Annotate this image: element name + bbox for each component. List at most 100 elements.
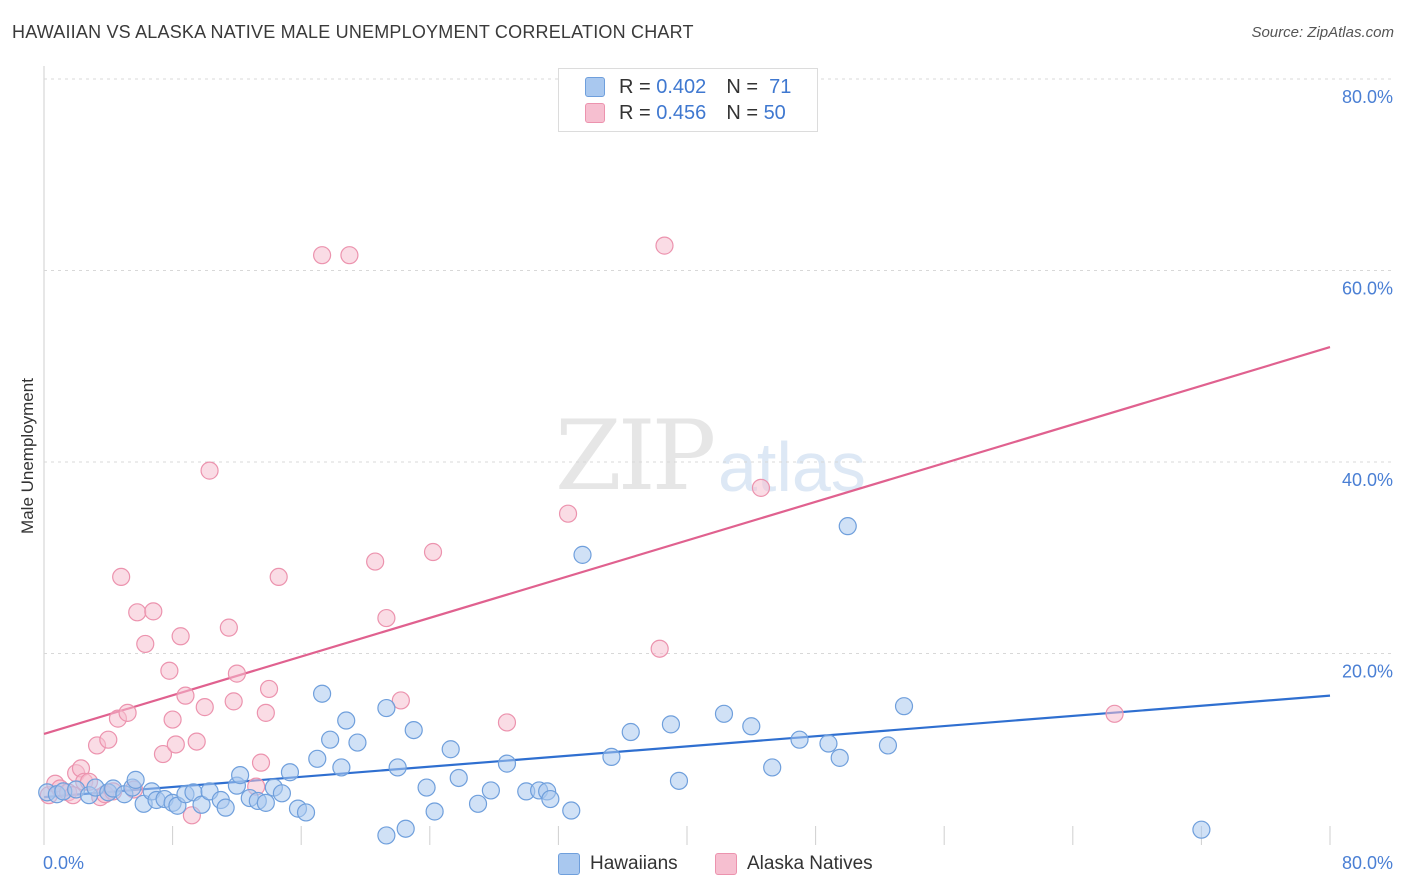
alaska-native-point	[136, 634, 155, 654]
alaska-native-point	[366, 552, 385, 571]
alaska-native-point	[391, 691, 410, 710]
hawaiian-point	[714, 704, 734, 723]
alaska-native-point	[259, 679, 279, 699]
hawaiian-point	[481, 781, 500, 800]
alaska-native-point	[340, 246, 359, 265]
watermark-zip: ZIP	[555, 400, 716, 512]
hawaiian-point	[819, 734, 838, 753]
hawaiian-point	[763, 758, 782, 777]
alaska-native-point	[377, 608, 396, 628]
alaska-native-point	[153, 744, 173, 764]
hawaiian-point	[216, 798, 235, 817]
alaska-native-point	[312, 246, 332, 265]
alaska-native-point	[256, 703, 275, 722]
alaska-native-point	[269, 567, 288, 587]
alaska-natives-trendline	[43, 346, 1331, 735]
hawaiian-point	[541, 789, 560, 809]
hawaiians-legend-label: Hawaiians	[590, 853, 678, 874]
hawaiian-point	[396, 819, 415, 838]
hawaiian-point	[312, 684, 332, 703]
hawaiian-point	[280, 763, 300, 782]
chart-title: HAWAIIAN VS ALASKA NATIVE MALE UNEMPLOYM…	[12, 22, 694, 42]
n-label: N =	[726, 75, 758, 98]
hawaiian-point	[602, 747, 621, 767]
alaska-native-point	[1105, 704, 1124, 723]
hawaiian-point	[878, 736, 898, 755]
hawaiian-point	[1192, 820, 1211, 839]
hawaiian-point	[790, 730, 809, 749]
hawaiian-point	[332, 758, 351, 777]
tick-labels: 20.0% 40.0% 60.0% 80.0% 0.0% 80.0%	[43, 87, 1393, 873]
hawaiian-point	[321, 730, 340, 749]
hawaiian-point	[573, 545, 592, 564]
hawaiian-point	[126, 770, 145, 789]
alaska-native-point	[497, 713, 517, 732]
hawaiian-point	[497, 754, 517, 773]
legend-row-hawaiians: R = 0.402 N = 71	[585, 75, 791, 99]
legend-row-alaska: R = 0.456 N = 50	[585, 101, 786, 125]
hawaiian-point	[742, 717, 761, 736]
hawaiian-point	[272, 784, 292, 803]
r-label: R =	[619, 75, 651, 98]
alaska-native-point	[166, 735, 185, 754]
y-tick-label: 80.0%	[1342, 87, 1393, 107]
alaska-native-point	[144, 602, 163, 621]
alaska-native-point	[200, 461, 219, 480]
hawaiian-point	[231, 766, 250, 785]
hawaiian-point	[661, 715, 681, 734]
hawaiians-r-value: 0.402	[656, 75, 707, 98]
alaska-native-point	[163, 710, 182, 729]
hawaiians-n-value: 71	[769, 75, 792, 98]
y-tick-label: 40.0%	[1342, 470, 1393, 490]
hawaiian-point	[441, 740, 460, 759]
hawaiian-point	[377, 826, 396, 845]
hawaiian-point	[830, 748, 849, 767]
hawaiians-swatch	[585, 77, 605, 97]
alaska-legend-swatch	[715, 853, 737, 875]
hawaiians-legend-swatch	[558, 853, 580, 875]
alaska-native-point	[195, 698, 214, 717]
bottom-legend-hawaiians: Hawaiians	[558, 852, 678, 876]
alaska-legend-label: Alaska Natives	[747, 853, 873, 874]
hawaiian-point	[337, 711, 356, 730]
hawaiian-point	[838, 517, 857, 536]
hawaiian-point	[425, 802, 444, 821]
alaska-native-point	[655, 236, 674, 255]
y-tick-label: 60.0%	[1342, 279, 1393, 299]
alaska-r-value: 0.456	[656, 101, 707, 124]
hawaiian-point	[417, 778, 436, 797]
alaska-native-point	[160, 661, 179, 680]
hawaiian-point	[192, 795, 211, 814]
hawaiian-point	[296, 803, 316, 822]
alaska-native-point	[99, 730, 118, 749]
alaska-native-point	[118, 703, 137, 722]
alaska-swatch	[585, 103, 605, 123]
source-label: Source: ZipAtlas.com	[1251, 24, 1394, 41]
alaska-native-point	[171, 627, 190, 646]
alaska-n-value: 50	[763, 101, 786, 124]
hawaiian-point	[404, 720, 423, 740]
hawaiian-point	[562, 801, 581, 820]
correlation-legend: R = 0.402 N = 71 R = 0.456 N = 50	[558, 68, 818, 132]
alaska-native-point	[227, 664, 246, 683]
bottom-legend-alaska: Alaska Natives	[715, 852, 873, 876]
alaska-native-point	[112, 567, 131, 587]
alaska-native-point	[251, 753, 271, 772]
alaska-native-point	[650, 639, 669, 658]
alaska-native-point	[423, 542, 443, 562]
alaska-native-point	[219, 618, 238, 637]
alaska-native-point	[224, 692, 243, 711]
hawaiians-points	[38, 517, 1211, 845]
hawaiian-point	[377, 698, 396, 718]
hawaiian-point	[449, 768, 468, 788]
trendlines	[43, 346, 1331, 799]
x-tick-label: 0.0%	[43, 853, 84, 873]
hawaiian-point	[621, 722, 640, 742]
x-tick-label: 80.0%	[1342, 853, 1393, 873]
hawaiian-point	[388, 758, 407, 777]
hawaiian-point	[256, 793, 275, 812]
alaska-native-point	[176, 686, 195, 705]
alaska-native-point	[187, 732, 206, 751]
grid	[43, 66, 1392, 845]
